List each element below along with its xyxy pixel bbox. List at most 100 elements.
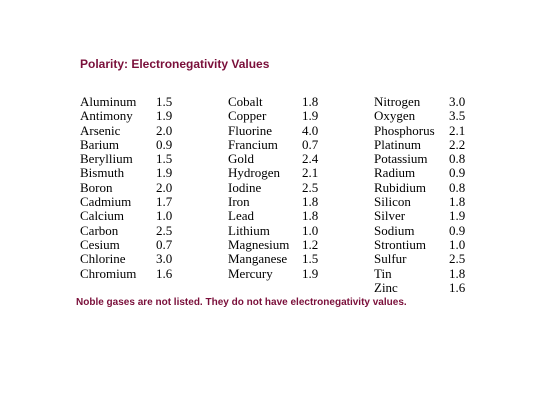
element-name: Platinum — [374, 136, 421, 152]
element-name: Boron — [80, 179, 113, 195]
electronegativity-value: 1.6 — [449, 279, 466, 295]
element-row: Platinum 2.2 — [374, 136, 484, 152]
element-row: Mercury 1.9 — [228, 265, 338, 281]
electronegativity-value: 2.1 — [302, 165, 319, 181]
electronegativity-value: 2.1 — [449, 122, 466, 138]
page-title: Polarity: Electronegativity Values — [80, 57, 270, 71]
element-row: Zinc 1.6 — [374, 279, 484, 295]
electronegativity-value: 2.0 — [156, 179, 173, 195]
element-row: Sodium 0.9 — [374, 222, 484, 238]
electronegativity-value: 1.9 — [449, 208, 466, 224]
element-column-2: Cobalt 1.8 Copper 1.9 Fluorine 4.0 Francium 0.7… — [228, 94, 338, 281]
element-row: Aluminum 1.5 — [80, 94, 200, 109]
element-name: Beryllium — [80, 151, 133, 167]
electronegativity-value: 0.9 — [449, 222, 466, 238]
electronegativity-value: 1.5 — [156, 94, 173, 109]
electronegativity-value: 0.7 — [302, 136, 319, 152]
element-name: Aluminum — [80, 94, 137, 109]
element-row: Strontium 1.0 — [374, 236, 484, 252]
electronegativity-value: 2.4 — [302, 151, 319, 167]
electronegativity-value: 1.9 — [302, 265, 319, 281]
electronegativity-value: 1.8 — [302, 94, 319, 109]
element-row: Silver 1.9 — [374, 208, 484, 224]
element-name: Sodium — [374, 222, 415, 238]
element-row: Lithium 1.0 — [228, 222, 338, 238]
electronegativity-value: 1.8 — [302, 194, 319, 210]
element-row: Cesium 0.7 — [80, 236, 200, 252]
electronegativity-value: 1.8 — [449, 194, 466, 210]
electronegativity-value: 1.7 — [156, 194, 173, 210]
element-row: Phosphorus 2.1 — [374, 122, 484, 138]
element-row: Rubidium 0.8 — [374, 179, 484, 195]
element-row: Arsenic 2.0 — [80, 122, 200, 138]
element-name: Manganese — [228, 251, 288, 267]
element-name: Cobalt — [228, 94, 263, 109]
element-row: Calcium 1.0 — [80, 208, 200, 224]
element-row: Silicon 1.8 — [374, 194, 484, 210]
electronegativity-value: 0.9 — [449, 165, 466, 181]
electronegativity-value: 2.0 — [156, 122, 173, 138]
element-row: Chromium 1.6 — [80, 265, 200, 281]
element-name: Radium — [374, 165, 416, 181]
element-name: Rubidium — [374, 179, 427, 195]
element-name: Magnesium — [228, 236, 290, 252]
electronegativity-value: 4.0 — [302, 122, 319, 138]
element-row: Beryllium 1.5 — [80, 151, 200, 167]
element-name: Silicon — [374, 194, 411, 210]
element-row: Potassium 0.8 — [374, 151, 484, 166]
footnote: Noble gases are not listed. They do not … — [76, 297, 407, 308]
electronegativity-value: 1.5 — [156, 151, 173, 167]
element-row: Barium 0.9 — [80, 137, 200, 152]
element-row: Gold 2.4 — [228, 151, 338, 167]
element-name: Antimony — [80, 108, 133, 124]
element-name: Sulfur — [374, 251, 407, 267]
element-name: Mercury — [228, 265, 273, 281]
element-row: Magnesium 1.2 — [228, 236, 338, 252]
electronegativity-value: 1.0 — [302, 222, 319, 238]
electronegativity-value: 1.0 — [156, 208, 173, 224]
element-row: Carbon 2.5 — [80, 222, 200, 238]
element-row: Nitrogen 3.0 — [374, 94, 484, 109]
electronegativity-value: 1.6 — [156, 265, 173, 281]
element-name: Carbon — [80, 222, 119, 238]
element-row: Iodine 2.5 — [228, 179, 338, 195]
element-name: Chlorine — [80, 251, 126, 267]
electronegativity-value: 3.5 — [449, 108, 466, 124]
element-row: Lead 1.8 — [228, 208, 338, 224]
electronegativity-value: 1.9 — [156, 108, 173, 124]
electronegativity-value: 0.7 — [156, 236, 173, 252]
element-row: Boron 2.0 — [80, 179, 200, 195]
element-name: Calcium — [80, 208, 125, 224]
element-name: Zinc — [374, 279, 398, 295]
electronegativity-value: 1.9 — [156, 165, 173, 181]
element-name: Gold — [228, 151, 254, 167]
element-name: Arsenic — [80, 122, 121, 138]
electronegativity-value: 2.5 — [302, 179, 319, 195]
element-row: Cadmium 1.7 — [80, 194, 200, 210]
element-name: Fluorine — [228, 122, 273, 138]
element-name: Lithium — [228, 222, 270, 238]
element-name: Strontium — [374, 236, 427, 252]
electronegativity-value: 1.8 — [302, 208, 319, 224]
electronegativity-value: 0.8 — [449, 179, 466, 195]
element-name: Iodine — [228, 179, 262, 195]
electronegativity-value: 1.5 — [302, 251, 319, 267]
element-row: Antimony 1.9 — [80, 108, 200, 124]
element-name: Cesium — [80, 236, 120, 252]
element-row: Iron 1.8 — [228, 194, 338, 210]
element-name: Bismuth — [80, 165, 125, 181]
element-row: Chlorine 3.0 — [80, 251, 200, 267]
element-row: Francium 0.7 — [228, 136, 338, 152]
element-column-3: Nitrogen 3.0 Oxygen 3.5 Phosphorus 2.1 Platinu… — [374, 94, 484, 295]
electronegativity-value: 2.2 — [449, 136, 466, 152]
element-row: Copper 1.9 — [228, 108, 338, 124]
element-name: Tin — [374, 265, 392, 281]
element-row: Radium 0.9 — [374, 165, 484, 181]
element-name: Phosphorus — [374, 122, 435, 138]
element-name: Copper — [228, 108, 267, 124]
electronegativity-value: 1.2 — [302, 236, 319, 252]
element-name: Oxygen — [374, 108, 416, 124]
element-name: Hydrogen — [228, 165, 280, 181]
element-name: Cadmium — [80, 194, 132, 210]
electronegativity-value: 2.5 — [449, 251, 466, 267]
